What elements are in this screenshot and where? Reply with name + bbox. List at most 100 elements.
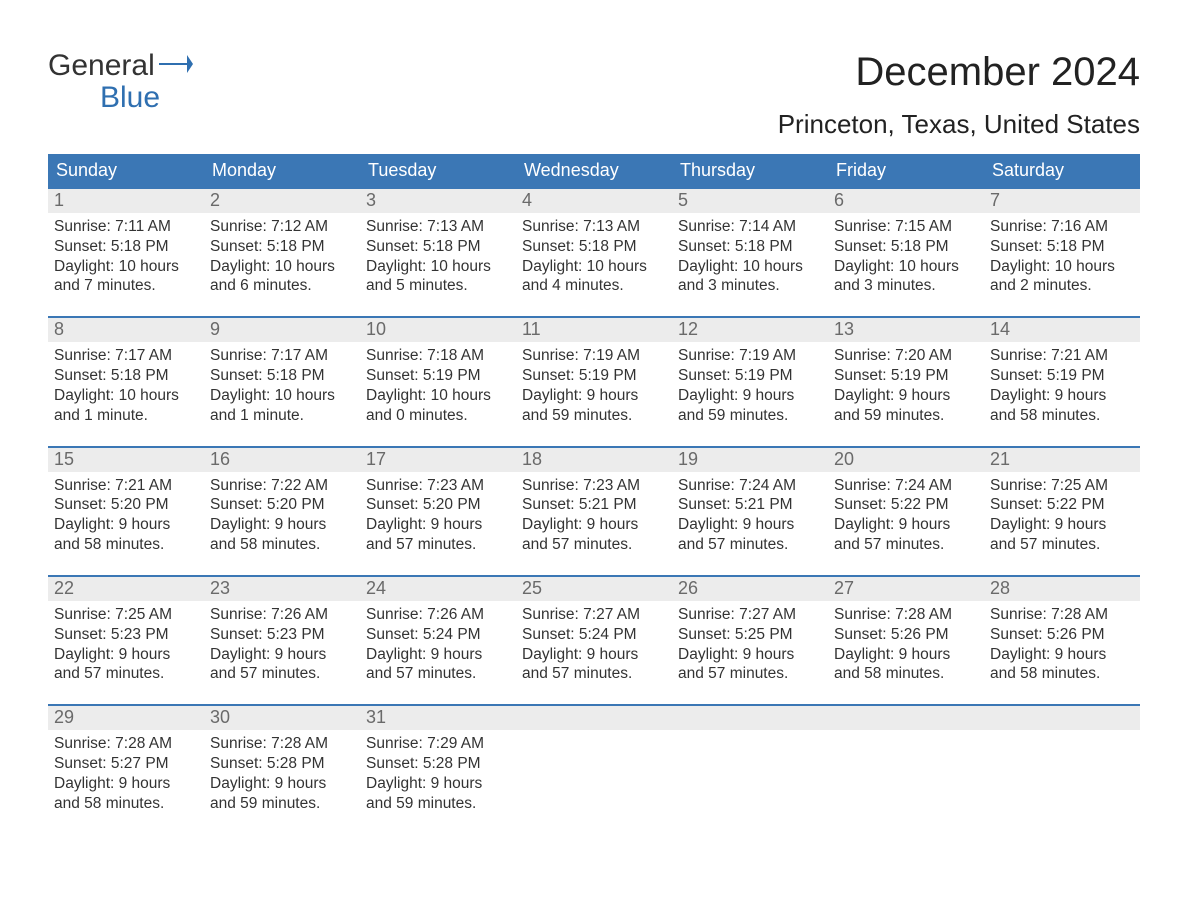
sunrise-text: Sunrise: 7:15 AM — [834, 217, 978, 237]
day-number: 10 — [360, 318, 516, 342]
sunrise-text: Sunrise: 7:14 AM — [678, 217, 822, 237]
sunrise-text: Sunrise: 7:26 AM — [366, 605, 510, 625]
sunset-text: Sunset: 5:18 PM — [678, 237, 822, 257]
sunset-text: Sunset: 5:24 PM — [522, 625, 666, 645]
day-number — [984, 706, 1140, 730]
daylight-text-1: Daylight: 9 hours — [210, 645, 354, 665]
daylight-text-1: Daylight: 10 hours — [54, 386, 198, 406]
daylight-text-2: and 57 minutes. — [54, 664, 198, 684]
daylight-text-1: Daylight: 10 hours — [54, 257, 198, 277]
calendar-week: 293031Sunrise: 7:28 AMSunset: 5:27 PMDay… — [48, 704, 1140, 815]
weekday-label: Wednesday — [516, 154, 672, 187]
daylight-text-2: and 57 minutes. — [834, 535, 978, 555]
daylight-text-1: Daylight: 10 hours — [522, 257, 666, 277]
sunset-text: Sunset: 5:20 PM — [54, 495, 198, 515]
daylight-text-1: Daylight: 10 hours — [834, 257, 978, 277]
sunset-text: Sunset: 5:18 PM — [210, 237, 354, 257]
day-number: 21 — [984, 448, 1140, 472]
daylight-text-1: Daylight: 10 hours — [990, 257, 1134, 277]
location: Princeton, Texas, United States — [778, 109, 1140, 140]
day-cell: Sunrise: 7:20 AMSunset: 5:19 PMDaylight:… — [828, 342, 984, 427]
daynum-row: 293031 — [48, 706, 1140, 730]
day-cell: Sunrise: 7:21 AMSunset: 5:20 PMDaylight:… — [48, 472, 204, 557]
day-number: 2 — [204, 189, 360, 213]
daylight-text-2: and 57 minutes. — [678, 664, 822, 684]
day-cell: Sunrise: 7:28 AMSunset: 5:27 PMDaylight:… — [48, 730, 204, 815]
sunset-text: Sunset: 5:25 PM — [678, 625, 822, 645]
daylight-text-1: Daylight: 10 hours — [366, 257, 510, 277]
daylight-text-1: Daylight: 9 hours — [522, 386, 666, 406]
daylight-text-2: and 57 minutes. — [990, 535, 1134, 555]
daylight-text-2: and 58 minutes. — [54, 535, 198, 555]
daylight-text-1: Daylight: 9 hours — [678, 645, 822, 665]
daylight-text-1: Daylight: 9 hours — [990, 386, 1134, 406]
daylight-text-1: Daylight: 9 hours — [522, 515, 666, 535]
day-cell: Sunrise: 7:26 AMSunset: 5:24 PMDaylight:… — [360, 601, 516, 686]
sunrise-text: Sunrise: 7:11 AM — [54, 217, 198, 237]
calendar-week: 22232425262728Sunrise: 7:25 AMSunset: 5:… — [48, 575, 1140, 686]
day-cell: Sunrise: 7:14 AMSunset: 5:18 PMDaylight:… — [672, 213, 828, 298]
sunrise-text: Sunrise: 7:13 AM — [366, 217, 510, 237]
daylight-text-2: and 58 minutes. — [834, 664, 978, 684]
day-number: 12 — [672, 318, 828, 342]
sunrise-text: Sunrise: 7:28 AM — [210, 734, 354, 754]
sunset-text: Sunset: 5:18 PM — [54, 237, 198, 257]
day-cell: Sunrise: 7:19 AMSunset: 5:19 PMDaylight:… — [516, 342, 672, 427]
day-number: 14 — [984, 318, 1140, 342]
weekday-label: Tuesday — [360, 154, 516, 187]
daylight-text-2: and 7 minutes. — [54, 276, 198, 296]
day-number: 27 — [828, 577, 984, 601]
daylight-text-2: and 58 minutes. — [54, 794, 198, 814]
calendar-week: 891011121314Sunrise: 7:17 AMSunset: 5:18… — [48, 316, 1140, 427]
day-cell: Sunrise: 7:27 AMSunset: 5:25 PMDaylight:… — [672, 601, 828, 686]
day-cell: Sunrise: 7:17 AMSunset: 5:18 PMDaylight:… — [48, 342, 204, 427]
brand-word2: Blue — [48, 82, 193, 114]
sunrise-text: Sunrise: 7:27 AM — [678, 605, 822, 625]
daylight-text-1: Daylight: 9 hours — [990, 515, 1134, 535]
sunset-text: Sunset: 5:27 PM — [54, 754, 198, 774]
sunrise-text: Sunrise: 7:27 AM — [522, 605, 666, 625]
weekday-header: Sunday Monday Tuesday Wednesday Thursday… — [48, 154, 1140, 187]
day-cell: Sunrise: 7:22 AMSunset: 5:20 PMDaylight:… — [204, 472, 360, 557]
daylight-text-2: and 59 minutes. — [522, 406, 666, 426]
day-cell: Sunrise: 7:23 AMSunset: 5:20 PMDaylight:… — [360, 472, 516, 557]
day-number — [672, 706, 828, 730]
daylight-text-1: Daylight: 10 hours — [366, 386, 510, 406]
weekday-label: Saturday — [984, 154, 1140, 187]
sunrise-text: Sunrise: 7:24 AM — [834, 476, 978, 496]
daylight-text-1: Daylight: 10 hours — [210, 386, 354, 406]
daylight-text-1: Daylight: 9 hours — [834, 645, 978, 665]
day-number: 18 — [516, 448, 672, 472]
daylight-text-1: Daylight: 9 hours — [366, 774, 510, 794]
day-number: 25 — [516, 577, 672, 601]
daylight-text-2: and 57 minutes. — [210, 664, 354, 684]
day-number: 4 — [516, 189, 672, 213]
day-number: 23 — [204, 577, 360, 601]
day-cell: Sunrise: 7:27 AMSunset: 5:24 PMDaylight:… — [516, 601, 672, 686]
month-title: December 2024 — [778, 50, 1140, 95]
flag-icon — [159, 50, 193, 82]
sunset-text: Sunset: 5:18 PM — [834, 237, 978, 257]
sunset-text: Sunset: 5:19 PM — [990, 366, 1134, 386]
day-cell: Sunrise: 7:28 AMSunset: 5:26 PMDaylight:… — [828, 601, 984, 686]
weekday-label: Thursday — [672, 154, 828, 187]
sunrise-text: Sunrise: 7:28 AM — [990, 605, 1134, 625]
title-block: December 2024 Princeton, Texas, United S… — [778, 50, 1140, 140]
daylight-text-2: and 0 minutes. — [366, 406, 510, 426]
day-number: 7 — [984, 189, 1140, 213]
weekday-label: Friday — [828, 154, 984, 187]
daylight-text-1: Daylight: 9 hours — [678, 386, 822, 406]
sunset-text: Sunset: 5:19 PM — [366, 366, 510, 386]
sunset-text: Sunset: 5:19 PM — [834, 366, 978, 386]
sunrise-text: Sunrise: 7:19 AM — [678, 346, 822, 366]
sunset-text: Sunset: 5:28 PM — [366, 754, 510, 774]
sunset-text: Sunset: 5:24 PM — [366, 625, 510, 645]
day-number: 6 — [828, 189, 984, 213]
day-cell: Sunrise: 7:28 AMSunset: 5:28 PMDaylight:… — [204, 730, 360, 815]
day-cell — [828, 730, 984, 815]
day-number: 9 — [204, 318, 360, 342]
day-cell: Sunrise: 7:28 AMSunset: 5:26 PMDaylight:… — [984, 601, 1140, 686]
daylight-text-2: and 59 minutes. — [210, 794, 354, 814]
daylight-text-1: Daylight: 10 hours — [678, 257, 822, 277]
day-number: 31 — [360, 706, 516, 730]
